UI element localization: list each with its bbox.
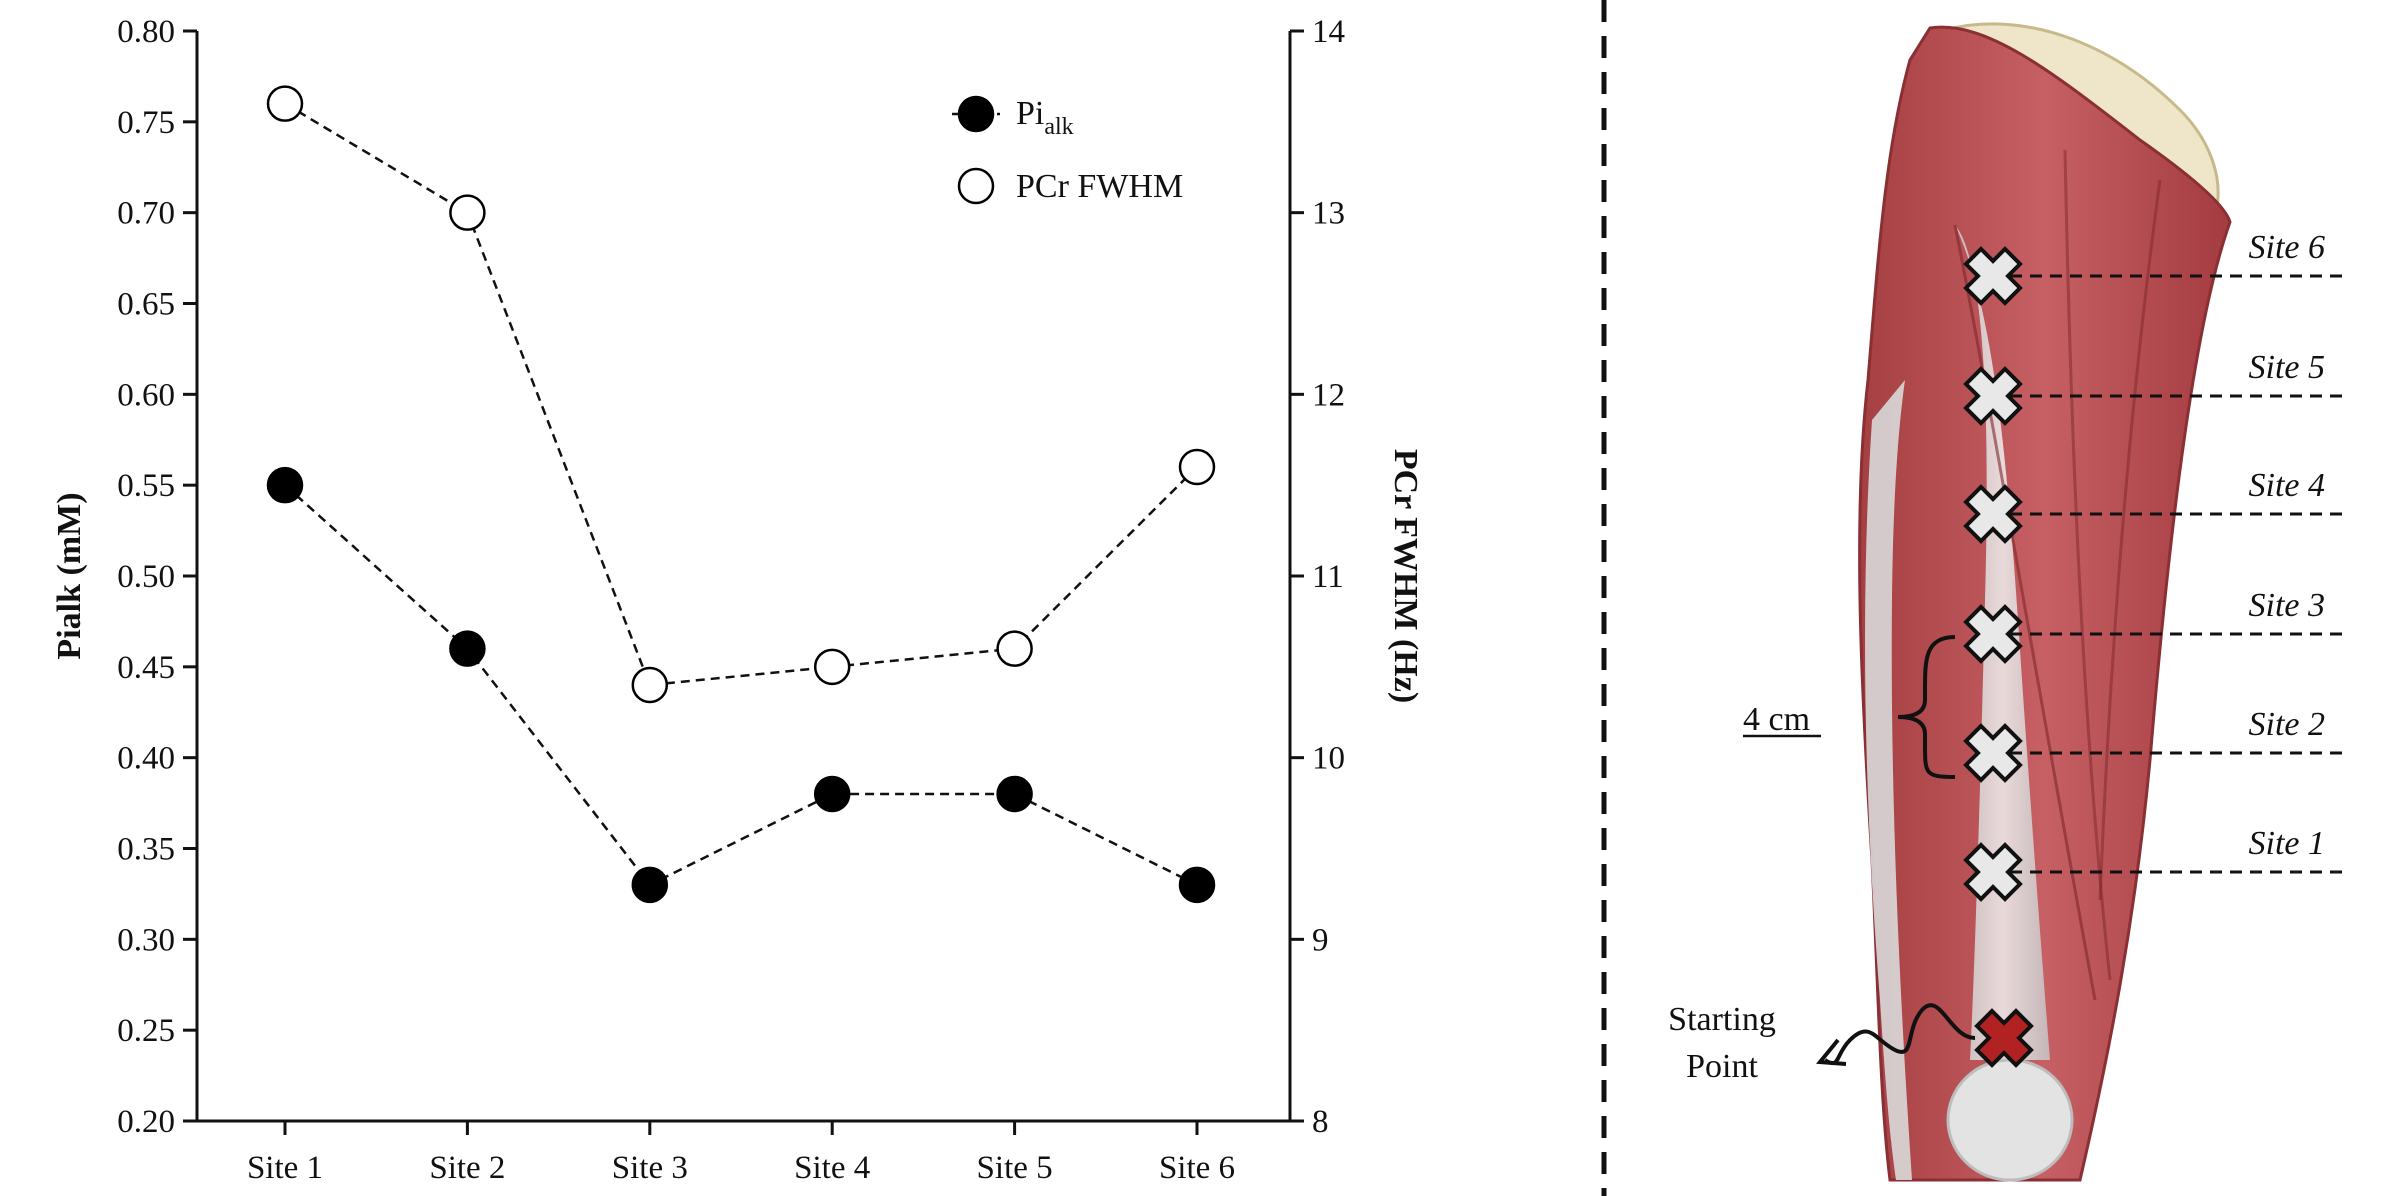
pcr-fwhm-point	[1178, 448, 1216, 486]
site-markers	[1963, 246, 2023, 902]
left-axis-title: Pialk (mM)	[51, 492, 88, 659]
left-tick-label: 0.20	[117, 1104, 175, 1140]
pcr-fwhm-point	[266, 85, 304, 122]
site-marker-icon	[1963, 246, 2023, 306]
left-tick-label: 0.25	[117, 1013, 175, 1049]
pialk-point	[1178, 866, 1216, 904]
pcr-fwhm-point	[449, 194, 486, 231]
pialk-point	[631, 866, 669, 904]
right-tick-label: 8	[1312, 1104, 1329, 1140]
right-tick-label: 12	[1312, 377, 1345, 413]
right-axis-ticks: 8 9 10 11 12 13 14	[1290, 14, 1345, 1140]
x-tick-label: Site 6	[1159, 1150, 1235, 1186]
left-tick-label: 0.75	[117, 105, 175, 141]
site-marker-icon	[1963, 723, 2023, 783]
right-tick-label: 14	[1312, 14, 1345, 50]
start-pointer	[1823, 1003, 1976, 1066]
spacing-label: 4 cm	[1743, 701, 1810, 738]
x-tick-label: Site 5	[977, 1150, 1053, 1186]
left-tick-label: 0.45	[117, 650, 175, 686]
left-axis-ticks: 0.20 0.25 0.30 0.35 0.40 0.45 0.50 0.55 0.60 0.65…	[117, 14, 197, 1140]
left-tick-label: 0.40	[117, 741, 175, 777]
x-tick-label: Site 3	[612, 1150, 688, 1186]
left-tick-label: 0.55	[117, 468, 175, 504]
series-lines	[284, 102, 1198, 887]
x-tick-label: Site 2	[429, 1150, 505, 1186]
pialk-point	[996, 775, 1033, 813]
pcr-fwhm-point	[631, 666, 669, 704]
left-tick-label: 0.50	[117, 559, 175, 595]
series-points	[266, 85, 1216, 904]
legend-label-pcr: PCr FWHM	[1016, 168, 1183, 205]
muscle-line-2	[2063, 149, 2112, 981]
pcr-fwhm-point	[813, 648, 851, 686]
it-band	[1865, 380, 1912, 1180]
site-label: Site 2	[2249, 706, 2325, 743]
x-axis-ticks: Site 1 Site 2 Site 3 Site 4 Site 5 Site 6	[247, 1121, 1235, 1186]
left-tick-label: 0.35	[117, 832, 175, 868]
site-marker-icon	[1963, 484, 2023, 544]
site-marker-icon	[1963, 366, 2023, 426]
legend-marker-pcr	[957, 167, 995, 205]
site-label: Site 1	[2249, 825, 2325, 862]
site-lines: Site 1 Site 2 Site 3 Site 4 Site 5 Site 6	[1990, 229, 2348, 874]
right-tick-label: 9	[1312, 922, 1329, 958]
right-axis-title: PCr FWHM (Hz)	[1387, 449, 1424, 703]
right-tick-label: 11	[1312, 559, 1344, 595]
pcr-fwhm-point	[996, 630, 1033, 667]
series-line-pialk	[284, 484, 1198, 887]
pialk-point	[266, 466, 304, 504]
muscle-line-3	[2098, 179, 2162, 901]
pialk-point	[449, 630, 486, 667]
left-tick-label: 0.80	[117, 14, 175, 50]
x-tick-label: Site 1	[247, 1150, 323, 1186]
x-tick-label: Site 4	[794, 1150, 870, 1186]
site-label: Site 5	[2249, 349, 2325, 386]
site-label: Site 4	[2249, 467, 2325, 504]
series-line-pcr-fwhm	[284, 102, 1198, 687]
thigh-diagram: Site 1 Site 2 Site 3 Site 4 Site 5 Site 6 4 c…	[1668, 22, 2348, 1182]
start-marker-icon	[1974, 1008, 2034, 1068]
left-tick-label: 0.65	[117, 287, 175, 323]
start-label-line2: Point	[1686, 1048, 1758, 1085]
start-pointer-arrowhead	[1816, 1038, 1847, 1066]
chart-area: 0.20 0.25 0.30 0.35 0.40 0.45 0.50 0.55 0.60 0.65…	[51, 14, 1424, 1186]
left-tick-label: 0.30	[117, 922, 175, 958]
right-tick-label: 10	[1312, 741, 1345, 777]
right-tick-label: 13	[1312, 196, 1345, 232]
site-label: Site 3	[2249, 587, 2325, 624]
left-tick-label: 0.70	[117, 196, 175, 232]
legend-label-pialk: Pialk	[1016, 95, 1074, 140]
pialk-point	[813, 775, 851, 813]
start-label-line1: Starting	[1668, 1001, 1776, 1038]
left-tick-label: 0.60	[117, 377, 175, 413]
legend: Pialk PCr FWHM	[952, 95, 1183, 205]
site-marker-icon	[1963, 604, 2023, 664]
patella	[1946, 1058, 2074, 1182]
spacing-brace	[1897, 635, 1956, 779]
site-label: Site 6	[2249, 229, 2325, 266]
site-marker-icon	[1963, 842, 2023, 902]
thigh-muscles	[1858, 25, 2232, 1182]
legend-marker-pialk	[957, 95, 995, 133]
